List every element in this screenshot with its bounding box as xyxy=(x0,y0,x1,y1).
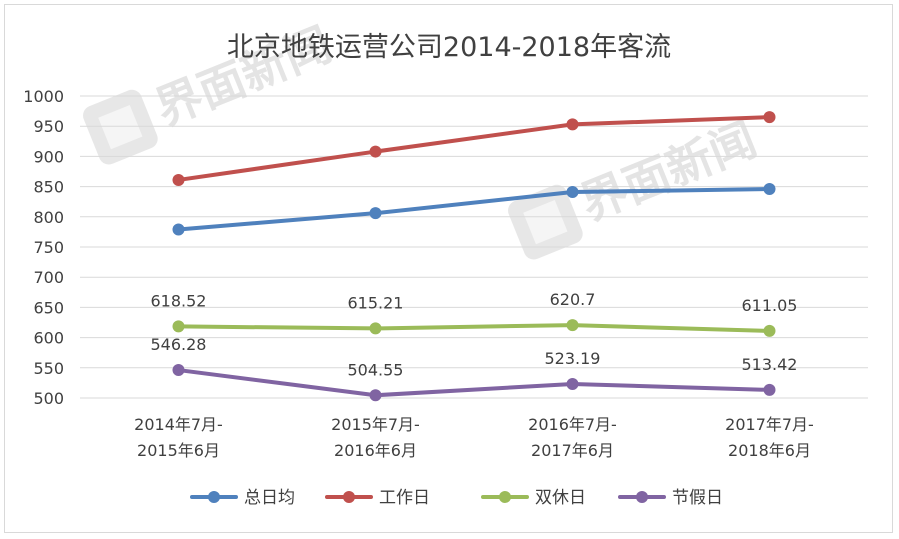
data-point xyxy=(172,223,185,236)
data-label: 611.05 xyxy=(742,296,798,315)
data-point xyxy=(763,183,776,196)
data-point xyxy=(763,383,776,396)
y-tick-label: 750 xyxy=(33,238,64,257)
watermark-icon-inner xyxy=(98,104,143,150)
y-tick-label: 850 xyxy=(33,178,64,197)
data-point xyxy=(566,118,579,131)
y-tick-label: 900 xyxy=(33,147,64,166)
legend: 总日均 工作日 双休日 节假日 xyxy=(190,488,723,508)
data-point xyxy=(172,173,185,186)
y-tick-label: 800 xyxy=(33,208,64,227)
legend-item: 双休日 xyxy=(481,488,586,508)
watermark-text: 界面新闻 xyxy=(573,112,764,231)
legend-marker xyxy=(343,491,355,503)
y-tick-label: 1000 xyxy=(23,87,64,106)
data-point xyxy=(172,320,185,333)
data-point xyxy=(566,377,579,390)
x-tick-label: 2017年7月-2018年6月 xyxy=(725,415,814,460)
watermark-logo: 界面新闻 xyxy=(508,112,764,260)
data-label: 618.52 xyxy=(151,291,207,310)
legend-item: 节假日 xyxy=(618,488,723,508)
data-point xyxy=(763,111,776,124)
data-point xyxy=(763,324,776,337)
data-point xyxy=(566,186,579,199)
data-point xyxy=(369,322,382,335)
series-line xyxy=(176,323,772,333)
y-tick-label: 550 xyxy=(33,359,64,378)
legend-marker xyxy=(499,491,511,503)
data-point xyxy=(369,207,382,220)
legend-marker xyxy=(636,491,648,503)
y-tick-label: 600 xyxy=(33,329,64,348)
data-label: 546.28 xyxy=(151,335,207,354)
y-tick-label: 500 xyxy=(33,389,64,408)
legend-label: 总日均 xyxy=(244,488,295,508)
data-point xyxy=(172,364,185,377)
legend-label: 双休日 xyxy=(535,488,586,508)
legend-label: 节假日 xyxy=(672,488,723,508)
x-tick-label: 2016年7月-2017年6月 xyxy=(528,415,617,460)
data-label: 620.7 xyxy=(550,290,596,309)
data-label: 615.21 xyxy=(348,293,404,312)
chart-title: 北京地铁运营公司2014-2018年客流 xyxy=(227,32,671,63)
y-axis-ticks: 1000 950 900 850 800 750 700 650 600 550 500 xyxy=(23,87,64,408)
y-tick-label: 950 xyxy=(33,117,64,136)
x-tick-label: 2015年7月-2016年6月 xyxy=(331,415,420,460)
grid-lines xyxy=(80,95,868,399)
data-label: 513.42 xyxy=(742,355,798,374)
legend-marker xyxy=(208,491,220,503)
y-tick-label: 650 xyxy=(33,298,64,317)
chart-frame xyxy=(4,4,893,533)
watermark-icon-inner xyxy=(523,199,568,245)
data-point xyxy=(369,145,382,158)
legend-label: 工作日 xyxy=(379,488,430,508)
series-line xyxy=(176,187,772,232)
series-line xyxy=(176,368,772,398)
data-label: 523.19 xyxy=(545,349,601,368)
data-point xyxy=(566,319,579,332)
x-axis-ticks: 2014年7月-2015年6月 2015年7月-2016年6月 2016年7月-20… xyxy=(134,415,814,460)
legend-item: 工作日 xyxy=(325,488,430,508)
data-label: 504.55 xyxy=(348,360,404,379)
series-lines xyxy=(172,111,776,402)
series-line xyxy=(176,115,772,182)
x-tick-label: 2014年7月-2015年6月 xyxy=(134,415,223,460)
data-labels: 618.52 615.21 620.7 611.05 546.28 504.55 523.1… xyxy=(151,290,798,379)
data-point xyxy=(369,389,382,402)
legend-item: 总日均 xyxy=(190,488,295,508)
y-tick-label: 700 xyxy=(33,268,64,287)
